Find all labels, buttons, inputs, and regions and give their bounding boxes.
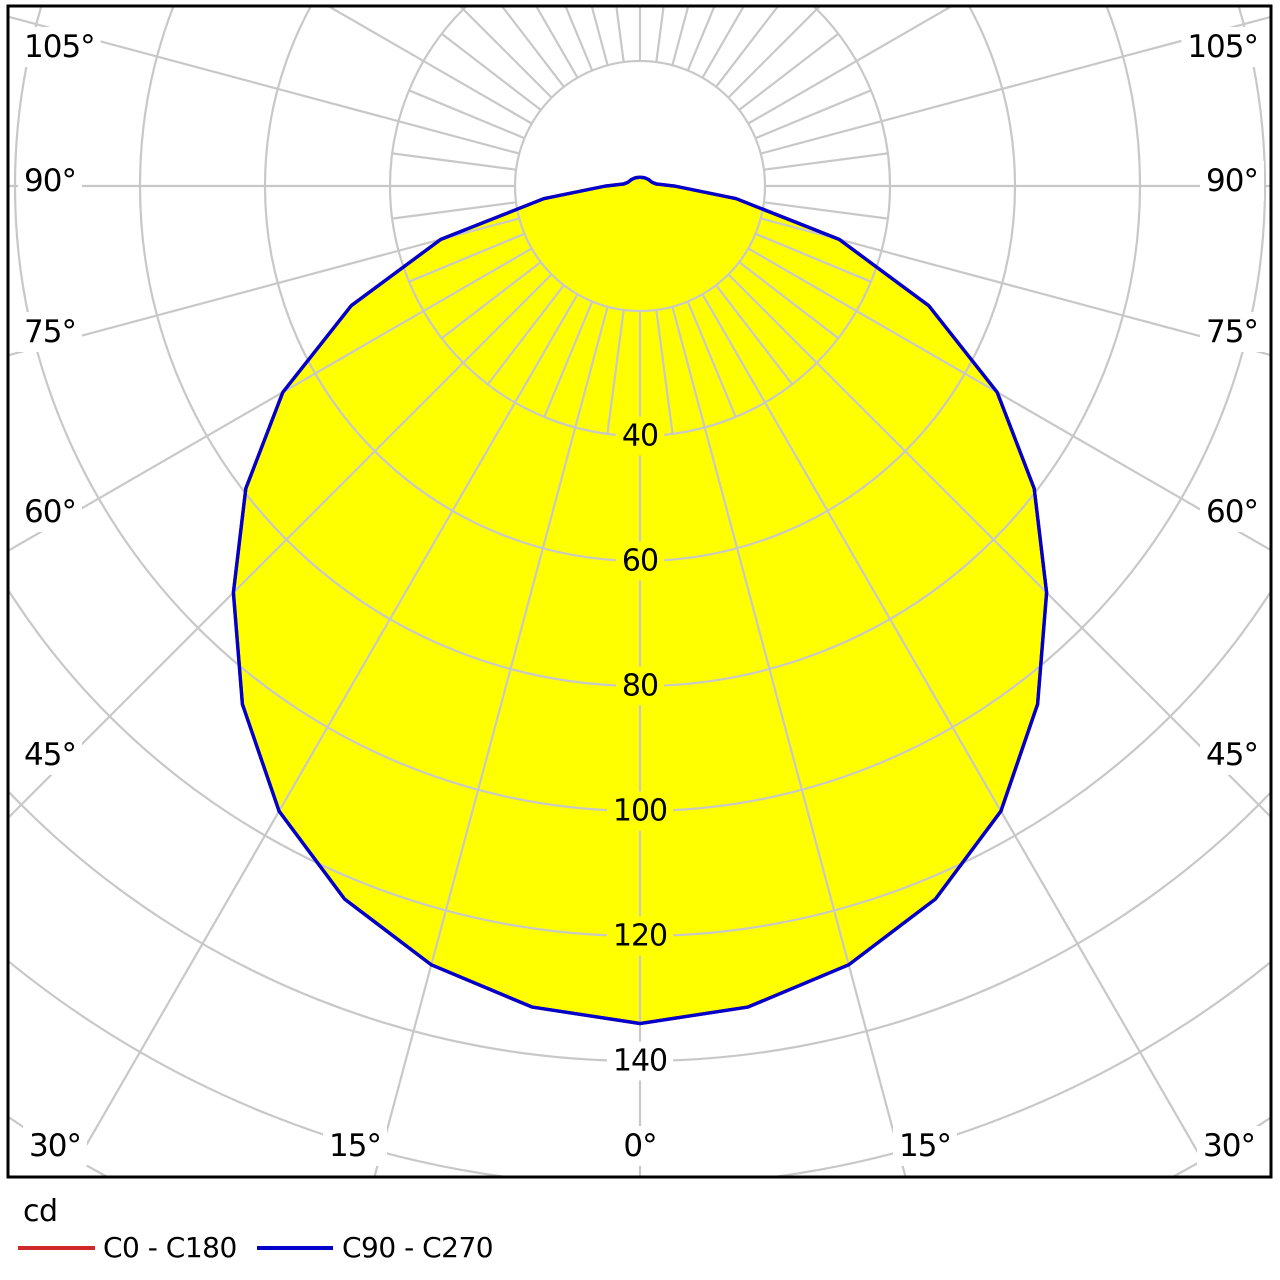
grid-ray-240: [325, 6, 533, 125]
legend-label-c0-c180: C0 - C180: [103, 1231, 237, 1264]
grid-ray-330: [76, 293, 579, 1161]
grid-ray-217.5: [500, 6, 565, 88]
angle-label-right-45-halo: [1200, 735, 1264, 775]
polar-intensity-chart: 0° 15° 15° 30° 30° 45° 45° 60° 60° 75° 75° 90° 90° 10…: [6, 4, 1273, 1179]
grid-ray-255: [8, 15, 520, 155]
angle-label-left-90-halo: [18, 161, 82, 201]
grid-ray-307.5: [441, 261, 542, 340]
angle-label-left-90: 90°: [24, 163, 76, 199]
angle-label-right-75: 75°: [1206, 314, 1258, 350]
grid-ray-157.5: [686, 6, 716, 71]
radial-label-140: 140: [613, 1044, 667, 1079]
grid-ray-67.5: [755, 232, 872, 283]
angle-label-right-105: 105°: [1187, 29, 1258, 65]
plot-frame: [6, 4, 1273, 1179]
radial-label-40-halo: [615, 416, 665, 456]
grid-ray-112.5: [755, 89, 872, 140]
radial-label-120-halo: [606, 916, 674, 956]
grid-ray-300: [8, 247, 533, 553]
legend-line-c0-c180: [18, 1246, 95, 1250]
grid-ray-7.5: [655, 309, 674, 435]
grid-ray-105: [760, 15, 1271, 155]
angle-label-right-60-halo: [1200, 492, 1264, 532]
radial-label-60-halo: [615, 541, 665, 581]
grid-ray-352.5: [606, 309, 625, 435]
angle-label-bottom-right-30-halo: [1197, 1126, 1261, 1166]
radial-label-80-halo: [615, 666, 665, 706]
grid-ray-45: [727, 273, 1271, 819]
grid-ray-277.5: [391, 201, 517, 220]
grid-ray-202.5: [564, 6, 594, 71]
axis-labels: 0° 15° 15° 30° 30° 45° 45° 60° 60° 75° 75° 90° 90° 10…: [18, 27, 1264, 1166]
grid-ray-52.5: [738, 261, 839, 340]
grid-ray-15: [671, 306, 907, 1177]
angle-label-right-45: 45°: [1206, 737, 1258, 773]
legend-label-c90-c270: C90 - C270: [342, 1231, 494, 1264]
curve-c90-c270: [231, 175, 1049, 1026]
angle-label-bottom-left-15: 15°: [329, 1128, 381, 1164]
angle-label-bottom-0-halo: [617, 1126, 663, 1166]
angle-label-bottom-left-30: 30°: [29, 1128, 81, 1164]
grid-ray-337.5: [543, 301, 594, 418]
angle-label-left-45: 45°: [24, 737, 76, 773]
angle-label-bottom-right-15: 15°: [899, 1128, 951, 1164]
angle-label-left-105: 105°: [24, 29, 95, 65]
angle-label-left-75-halo: [18, 312, 82, 352]
radial-label-100: 100: [613, 794, 667, 829]
units-label: cd: [23, 1194, 58, 1229]
grid-ray-82.5: [763, 201, 889, 220]
grid-ray-22.5: [686, 301, 737, 418]
angle-label-left-75: 75°: [24, 314, 76, 350]
grid-ray-142.5: [715, 6, 780, 88]
radial-label-120: 120: [613, 919, 667, 954]
grid-ray-315: [8, 273, 553, 820]
legend: C0 - C180 C90 - C270: [0, 1231, 1280, 1265]
radial-label-100-halo: [606, 791, 674, 831]
grid-ray-247.5: [408, 89, 525, 140]
grid-ray-292.5: [408, 232, 525, 283]
angle-label-left-105-halo: [18, 27, 101, 67]
radial-label-40: 40: [622, 419, 658, 454]
angle-label-left-45-halo: [18, 735, 82, 775]
angle-label-left-60-halo: [18, 492, 82, 532]
angle-label-bottom-right-15-halo: [893, 1126, 957, 1166]
grid-ray-127.5: [738, 32, 839, 111]
angle-label-right-75-halo: [1200, 312, 1264, 352]
radial-label-60: 60: [622, 544, 658, 579]
radial-label-140-halo: [606, 1041, 674, 1081]
grid-ray-322.5: [486, 284, 565, 385]
grid-ray-97.5: [763, 152, 889, 171]
grid-ray-345: [373, 306, 609, 1177]
grid-ray-30: [701, 293, 1204, 1161]
grid-ray-120: [747, 6, 955, 125]
angle-label-right-90: 90°: [1206, 163, 1258, 199]
angle-label-bottom-left-30-halo: [23, 1126, 87, 1166]
angle-label-left-60: 60°: [24, 494, 76, 530]
angle-label-bottom-0: 0°: [623, 1128, 656, 1164]
radial-label-80: 80: [622, 669, 658, 704]
grid-ray-187.5: [615, 6, 625, 63]
grid-ray-262.5: [391, 152, 517, 171]
angle-label-bottom-right-30: 30°: [1203, 1128, 1255, 1164]
grid-ray-37.5: [715, 284, 794, 385]
legend-line-c90-c270: [257, 1246, 333, 1250]
angle-label-bottom-left-15-halo: [323, 1126, 387, 1166]
angle-label-right-60: 60°: [1206, 494, 1258, 530]
grid-ray-232.5: [441, 32, 542, 111]
angle-label-right-90-halo: [1200, 161, 1264, 201]
grid-ray-172.5: [655, 6, 665, 63]
angle-label-right-105-halo: [1181, 27, 1264, 67]
grid-ray-60: [747, 247, 1271, 552]
